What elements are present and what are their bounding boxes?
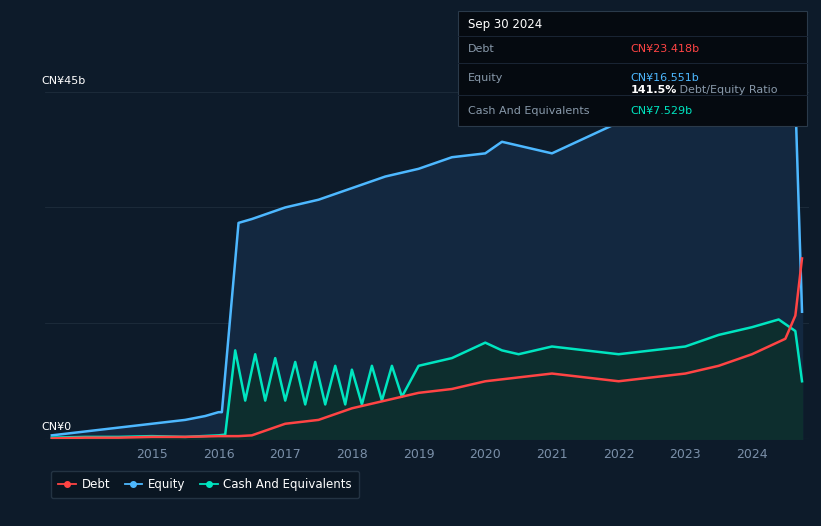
Text: CN¥45b: CN¥45b <box>41 76 85 86</box>
Text: Sep 30 2024: Sep 30 2024 <box>468 18 542 32</box>
Text: Cash And Equivalents: Cash And Equivalents <box>468 106 589 116</box>
Text: CN¥0: CN¥0 <box>41 422 71 432</box>
Text: 141.5%: 141.5% <box>631 85 677 95</box>
Text: CN¥16.551b: CN¥16.551b <box>631 73 699 83</box>
Text: CN¥23.418b: CN¥23.418b <box>631 44 699 54</box>
Text: CN¥7.529b: CN¥7.529b <box>631 106 693 116</box>
Legend: Debt, Equity, Cash And Equivalents: Debt, Equity, Cash And Equivalents <box>51 471 359 498</box>
Text: Debt/Equity Ratio: Debt/Equity Ratio <box>676 85 777 95</box>
Text: Equity: Equity <box>468 73 503 83</box>
Text: Debt: Debt <box>468 44 495 54</box>
